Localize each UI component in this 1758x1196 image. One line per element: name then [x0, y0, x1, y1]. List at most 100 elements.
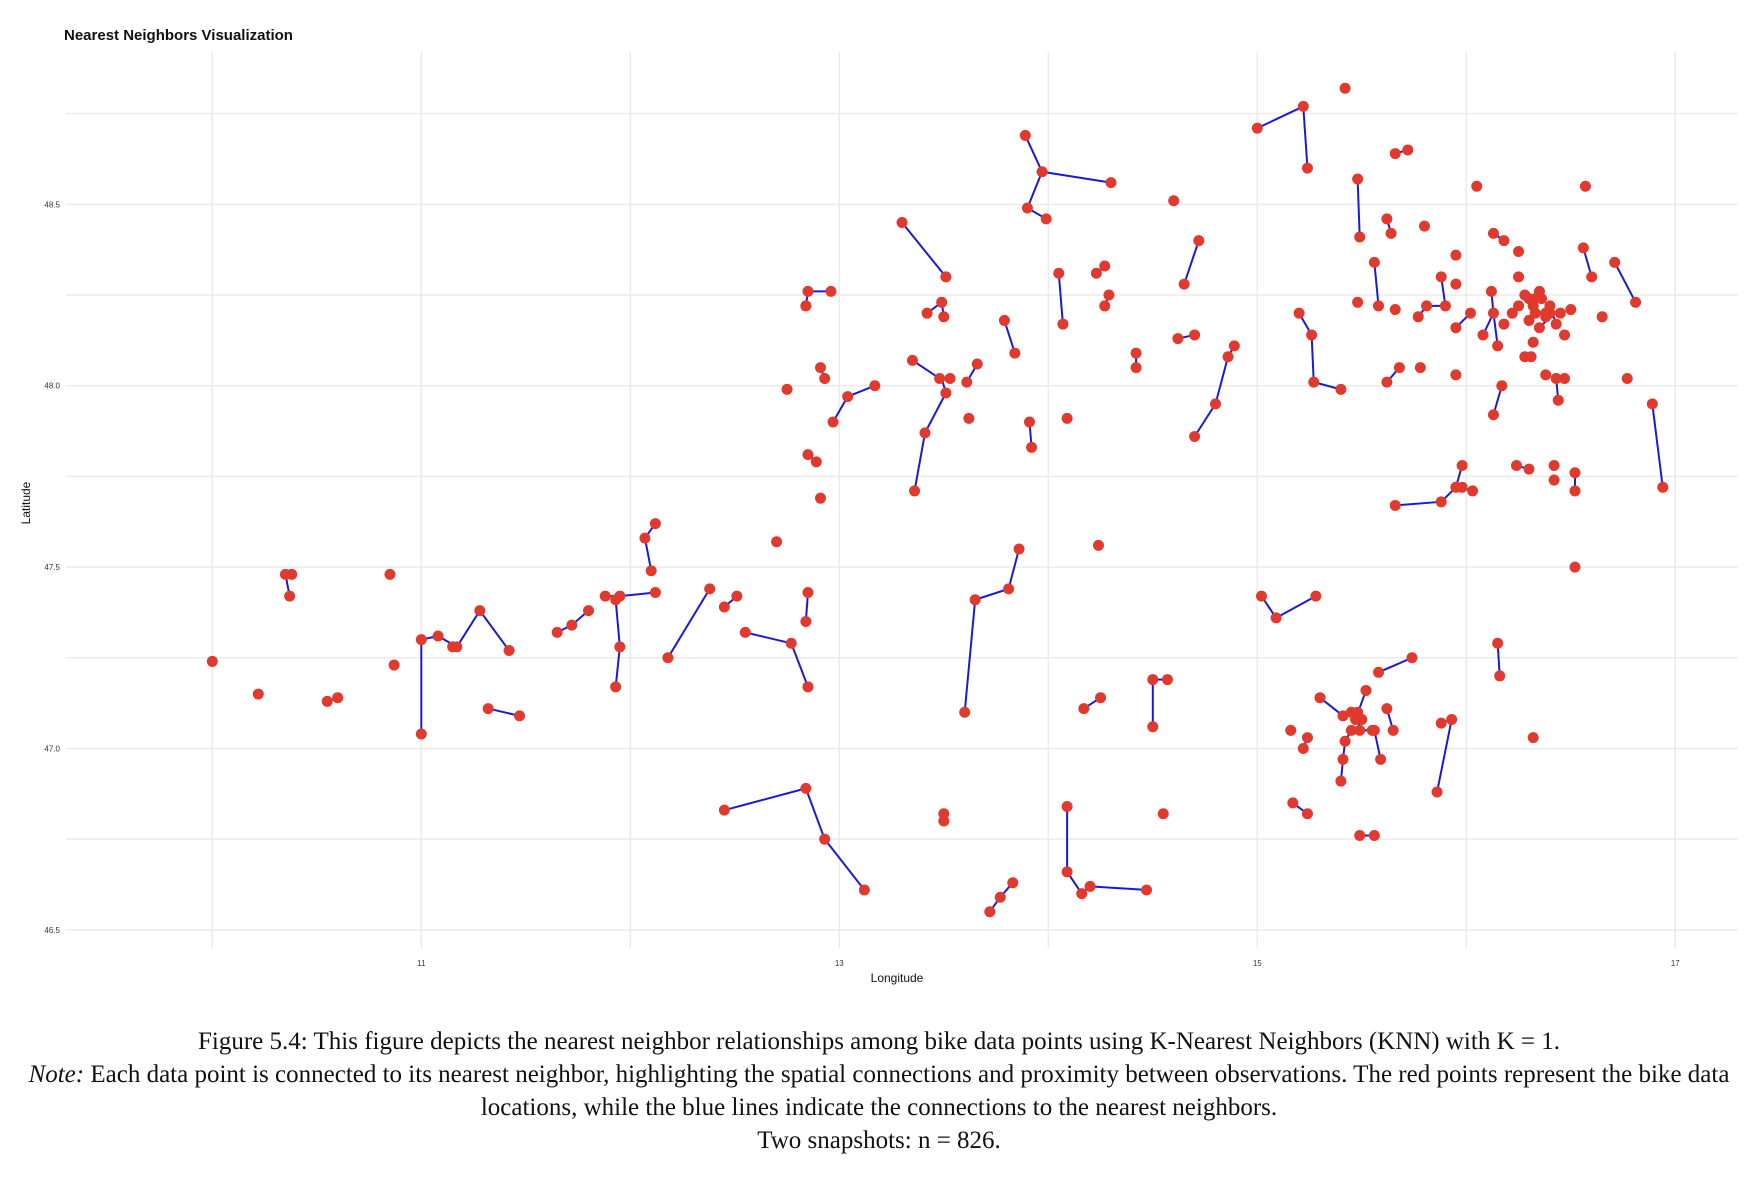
data-point [1381, 703, 1393, 715]
data-point [819, 372, 831, 384]
data-point [1222, 351, 1234, 363]
data-point [825, 285, 837, 297]
neighbor-line [1302, 106, 1309, 169]
data-point [921, 307, 933, 319]
data-point [1389, 304, 1401, 316]
data-point [551, 626, 563, 638]
data-point [858, 884, 870, 896]
data-point [1569, 485, 1581, 497]
data-point [1147, 674, 1159, 686]
chart-title: Nearest Neighbors Visualization [64, 27, 293, 44]
data-point [1527, 732, 1539, 744]
data-point [919, 427, 931, 439]
data-point [415, 728, 427, 740]
data-point [1387, 724, 1399, 736]
data-point [1345, 724, 1357, 736]
neighbor-line [745, 631, 792, 645]
data-point [704, 583, 716, 595]
data-point [1513, 246, 1525, 258]
data-point [1337, 710, 1349, 722]
data-point [1352, 173, 1364, 185]
neighbor-line [1613, 261, 1637, 303]
data-point [1498, 235, 1510, 247]
data-point [785, 637, 797, 649]
data-point [1569, 561, 1581, 573]
data-point [1157, 808, 1169, 820]
data-point [1621, 372, 1633, 384]
data-point [1487, 409, 1499, 421]
data-point [321, 695, 333, 707]
data-point [474, 605, 486, 617]
data-point [1189, 431, 1201, 443]
data-point [252, 688, 264, 700]
neighbor-line [1024, 135, 1043, 173]
data-point [1339, 82, 1351, 94]
data-point [1381, 376, 1393, 388]
caption-note-text: Each data point is connected to its near… [84, 1061, 1730, 1121]
data-point [1550, 372, 1562, 384]
data-point [1310, 590, 1322, 602]
x-tick-label: 15 [1253, 959, 1262, 968]
data-point [1335, 775, 1347, 787]
data-point [940, 387, 952, 399]
data-point [1450, 278, 1462, 290]
data-point [1352, 296, 1364, 308]
data-point [1419, 220, 1430, 232]
neighbor-line [1003, 320, 1016, 354]
data-point [802, 449, 814, 461]
data-point [961, 376, 973, 388]
neighbor-line [1256, 105, 1304, 130]
data-point [938, 311, 950, 323]
data-point [1360, 684, 1372, 696]
data-point [1492, 637, 1504, 649]
data-point [1525, 351, 1537, 363]
data-point [1375, 753, 1387, 765]
neighbor-line [1651, 403, 1664, 488]
data-point [842, 391, 854, 403]
neighbor-line [667, 588, 711, 659]
data-point [645, 565, 657, 577]
data-point [963, 412, 975, 424]
data-point [814, 362, 826, 374]
data-point [451, 641, 463, 653]
neighbor-line [1183, 240, 1200, 285]
data-point [1368, 724, 1380, 736]
grid [66, 52, 1738, 948]
data-point [432, 630, 444, 642]
data-point [662, 652, 674, 664]
data-point [896, 216, 908, 228]
data-point [599, 590, 611, 602]
data-point [1596, 311, 1608, 323]
data-point [1308, 376, 1320, 388]
neighbor-line [619, 591, 656, 598]
data-point [869, 380, 881, 392]
data-point [984, 906, 996, 918]
data-point [503, 645, 515, 657]
data-point [1141, 884, 1153, 896]
data-point [1339, 735, 1351, 747]
data-point [1293, 307, 1305, 319]
neighbor-line [455, 610, 481, 648]
data-point [1435, 496, 1447, 508]
data-point [610, 681, 622, 693]
data-point [1385, 227, 1397, 239]
data-point [1579, 180, 1591, 192]
data-point [1609, 256, 1621, 268]
y-tick-label: 48.5 [44, 200, 60, 209]
data-point [1577, 242, 1589, 254]
data-point [1314, 692, 1326, 704]
data-point [934, 372, 946, 384]
data-point [1297, 100, 1309, 112]
data-point [1078, 703, 1090, 715]
neighbor-line [614, 646, 621, 687]
neighbor-line [901, 221, 947, 278]
data-point [1092, 539, 1104, 551]
data-point [1061, 801, 1073, 813]
data-point [1477, 329, 1489, 341]
data-point [1306, 329, 1318, 341]
data-point [1450, 249, 1462, 261]
data-point [1540, 369, 1552, 381]
data-point [1285, 724, 1297, 736]
data-point [649, 518, 661, 530]
data-point [1057, 318, 1069, 330]
